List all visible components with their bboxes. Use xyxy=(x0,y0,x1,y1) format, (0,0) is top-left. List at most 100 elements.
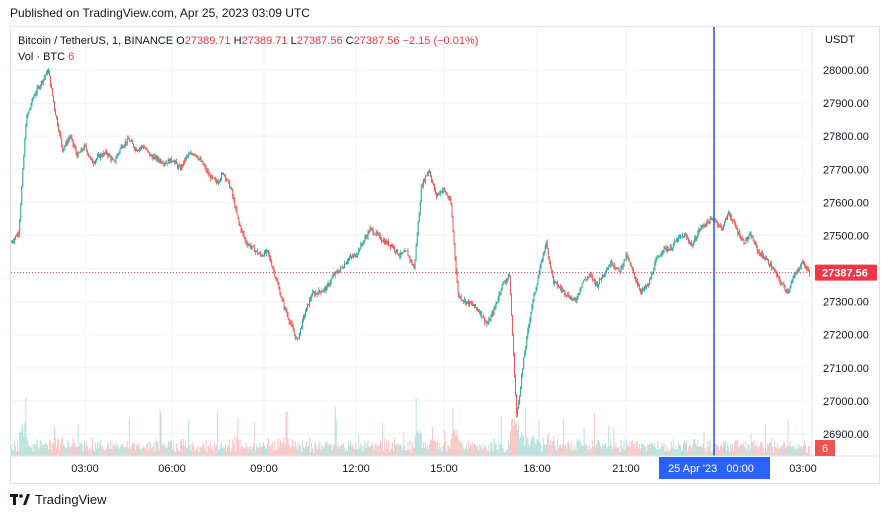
volume-bar xyxy=(212,451,214,456)
volume-bar xyxy=(186,448,188,456)
candle-body xyxy=(784,286,786,290)
volume-bar xyxy=(462,447,464,456)
volume-bar xyxy=(372,445,374,456)
candle-body xyxy=(208,174,210,176)
volume-bar xyxy=(524,445,526,456)
candle-body xyxy=(508,274,510,278)
volume-bar xyxy=(429,444,430,456)
candle-body xyxy=(292,326,294,331)
volume-bar xyxy=(78,445,80,456)
volume-bar xyxy=(739,446,741,456)
volume-bar xyxy=(522,435,524,456)
volume-bar xyxy=(592,445,594,456)
tradingview-logo[interactable]: TradingView xyxy=(10,492,107,507)
volume-bar xyxy=(405,450,407,456)
volume-bar xyxy=(531,437,533,456)
candle-body xyxy=(35,92,37,95)
volume-bar xyxy=(797,448,799,456)
volume-bar xyxy=(786,446,788,456)
volume-bar xyxy=(705,452,707,456)
volume-bar xyxy=(36,438,38,456)
volume-bar xyxy=(59,450,61,456)
candle-body xyxy=(258,253,260,254)
candle-body xyxy=(388,241,389,246)
candle-body xyxy=(619,270,621,272)
price-tick-label: 27500.00 xyxy=(823,230,869,242)
candle-body xyxy=(457,282,459,295)
candle-body xyxy=(455,257,457,272)
volume-bar xyxy=(683,442,684,456)
volume-bar xyxy=(614,446,616,456)
volume-bar xyxy=(440,447,442,456)
candle-body xyxy=(167,159,169,164)
volume-bar xyxy=(442,446,444,456)
candle-body xyxy=(535,288,537,293)
candle-body xyxy=(696,237,698,240)
candle-body xyxy=(256,250,258,254)
candle-body xyxy=(502,282,504,284)
volume-bar xyxy=(503,451,505,456)
chart-frame[interactable] xyxy=(10,26,880,484)
volume-bar xyxy=(40,441,42,456)
candle-body xyxy=(660,254,662,257)
candle-body xyxy=(497,299,499,302)
candle-body xyxy=(39,85,41,89)
candle-body xyxy=(489,319,491,321)
candle-body xyxy=(661,252,663,255)
candle-body xyxy=(797,269,799,271)
price-tick-label: 26900.00 xyxy=(823,429,869,441)
volume-bar xyxy=(100,439,102,456)
candle-body xyxy=(666,248,668,251)
candle-body xyxy=(448,197,450,200)
volume-bar xyxy=(740,444,742,456)
crosshair-time-label: 25 Apr '23 00:00 xyxy=(668,463,754,475)
candle-body xyxy=(158,159,160,162)
volume-bar xyxy=(611,445,613,456)
candle-body xyxy=(536,284,538,289)
candle-body xyxy=(247,244,249,246)
volume-bar xyxy=(747,444,749,456)
candle-body xyxy=(133,147,135,150)
candle-body xyxy=(650,278,652,280)
candle-body xyxy=(512,335,514,354)
candle-body xyxy=(184,160,186,162)
price-tick-label: 27300.00 xyxy=(823,297,869,309)
time-tick-label: 03:00 xyxy=(789,463,817,475)
candle-body xyxy=(493,308,495,314)
volume-bar xyxy=(701,447,703,456)
candle-body xyxy=(429,171,430,173)
volume-bar xyxy=(643,444,644,456)
candle-body xyxy=(647,284,649,286)
candle-body xyxy=(500,289,502,293)
volume-bar xyxy=(232,439,234,456)
volume-bar xyxy=(48,439,50,456)
volume-bar xyxy=(236,436,238,456)
candle-body xyxy=(800,262,802,267)
volume-bar xyxy=(726,450,727,456)
volume-bar xyxy=(387,448,388,456)
volume-bar xyxy=(771,438,773,456)
candle-body xyxy=(59,131,61,133)
volume-bar xyxy=(703,432,705,456)
candle-body xyxy=(728,213,730,214)
candle-body xyxy=(530,312,532,320)
volume-bar xyxy=(514,419,515,456)
candle-body xyxy=(57,118,59,126)
candle-body xyxy=(293,330,295,334)
candle-body xyxy=(180,166,181,170)
volume-bar xyxy=(778,449,780,456)
candle-body xyxy=(719,224,721,227)
volume-bar xyxy=(746,450,748,456)
candle-body xyxy=(329,282,331,286)
candle-body xyxy=(565,294,567,296)
volume-bar xyxy=(131,443,133,456)
candle-body xyxy=(387,241,388,244)
candle-body xyxy=(495,303,497,308)
candle-body xyxy=(611,261,613,265)
volume-bar xyxy=(256,447,258,456)
candle-body xyxy=(725,218,726,222)
volume-bar xyxy=(651,442,653,456)
volume-bar xyxy=(337,444,339,456)
volume-bar xyxy=(251,447,253,456)
